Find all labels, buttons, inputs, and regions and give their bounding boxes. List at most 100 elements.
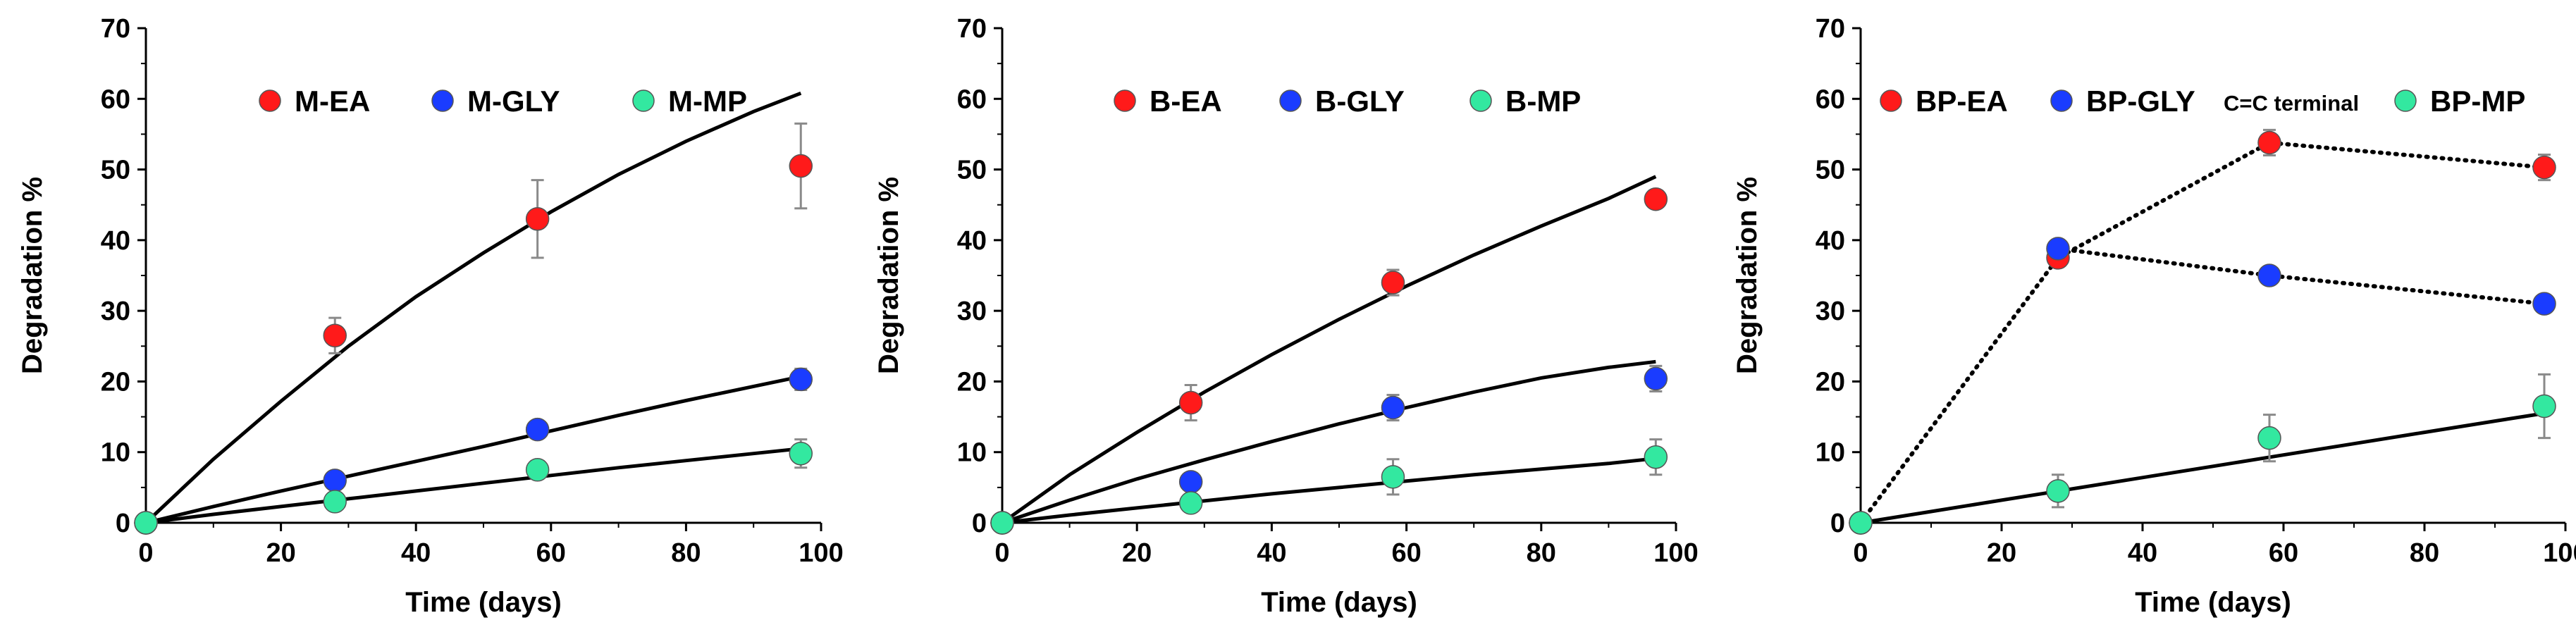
panel-bp-series: 0 10 20 30 40 50 60 70 0 20 40 60 80 100 Time (days) De… (1732, 14, 2576, 618)
x-tick-label: 20 (1987, 538, 2016, 568)
panel-m-series: 0 10 20 30 40 50 60 70 0 20 40 60 80 100 Time (days) De… (17, 14, 844, 618)
x-tick-label: 80 (2410, 538, 2439, 568)
y-tick-label: 50 (101, 156, 130, 185)
y-tick-label: 30 (957, 297, 987, 326)
fit-curve-2 (145, 447, 801, 525)
m-mp-point (323, 490, 347, 514)
x-axis-label: Time (days) (2135, 587, 2291, 618)
legend-label-b-gly: B-GLY (1315, 85, 1405, 118)
panel-b-series: 0 10 20 30 40 50 60 70 0 20 40 60 80 100 Time (days) De… (873, 14, 1699, 618)
y-tick-label: 50 (957, 156, 987, 185)
legend-marker-b-ea (1114, 89, 1136, 112)
bp-gly-point (2046, 237, 2070, 261)
x-tick-label: 40 (2128, 538, 2157, 568)
x-tick-label: 0 (138, 538, 153, 568)
b-gly-point (1644, 366, 1668, 391)
b-gly-point (1178, 470, 1203, 494)
y-tick-label: 20 (1816, 367, 1845, 397)
fit-curve-0 (144, 91, 802, 524)
b-mp-point (990, 511, 1014, 535)
legend-label-bp-mp: BP-MP (2430, 85, 2525, 118)
y-tick-label: 10 (957, 438, 987, 468)
y-tick-label: 20 (957, 367, 987, 397)
x-axis-label: Time (days) (405, 587, 562, 618)
b-ea-point (1178, 390, 1203, 415)
fit-curve-2 (1860, 411, 2545, 525)
m-mp-point (789, 441, 813, 466)
legend-label-m-gly: M-GLY (467, 85, 560, 118)
y-tick-label: 20 (101, 367, 130, 397)
legend-label-b-ea: B-EA (1150, 85, 1222, 118)
y-tick-label: 40 (1816, 226, 1845, 256)
y-tick-label: 60 (101, 85, 130, 114)
fit-curve-1 (145, 374, 801, 525)
y-tick-label: 30 (101, 297, 130, 326)
bp-gly-point (2257, 264, 2281, 287)
x-tick-label: 60 (1391, 538, 1421, 568)
fit-curve-1 (1002, 359, 1656, 525)
bp-mp-point (2532, 394, 2556, 419)
bp-ea-point (2257, 130, 2281, 155)
y-tick-label: 10 (101, 438, 130, 468)
m-gly-point (789, 367, 813, 392)
legend-marker-b-gly (1279, 89, 1302, 112)
x-tick-label: 100 (2543, 538, 2576, 568)
m-mp-point (134, 511, 158, 535)
legend-marker-bp-mp (2394, 89, 2417, 112)
x-tick-label: 80 (671, 538, 701, 568)
x-tick-label: 20 (1122, 538, 1152, 568)
y-tick-label: 70 (1816, 14, 1845, 44)
legend-label-m-mp: M-MP (668, 85, 747, 118)
legend-marker-bp-gly (2050, 89, 2073, 112)
x-axis-label: Time (days) (1261, 587, 1417, 618)
y-tick-label: 0 (972, 509, 987, 538)
x-tick-label: 100 (799, 538, 843, 568)
fit-curve-2 (1002, 457, 1656, 525)
b-ea-point (1381, 271, 1405, 295)
y-tick-label: 0 (116, 509, 130, 538)
bp-mp-point (2046, 479, 2070, 503)
legend-marker-m-gly (431, 89, 454, 112)
y-tick-label: 40 (957, 226, 987, 256)
y-axis-label: Degradation % (17, 177, 48, 374)
x-tick-label: 40 (1257, 538, 1286, 568)
y-tick-label: 70 (957, 14, 987, 44)
b-mp-point (1381, 465, 1405, 489)
x-tick-label: 40 (401, 538, 431, 568)
m-mp-point (525, 458, 550, 482)
b-mp-point (1644, 445, 1668, 469)
m-ea-point (323, 323, 347, 347)
y-tick-label: 60 (957, 85, 987, 114)
x-tick-label: 0 (994, 538, 1009, 568)
m-gly-point (525, 417, 550, 442)
legend-label-b-mp: B-MP (1505, 85, 1581, 118)
fit-curve-0 (1001, 175, 1657, 525)
legend-label-bp-gly: BP-GLY (2086, 85, 2195, 118)
bp-ea-point (2532, 155, 2556, 180)
legend-label-bp-ea: BP-EA (1916, 85, 2008, 118)
legend-marker-b-mp (1469, 89, 1492, 112)
m-ea-point (525, 207, 550, 231)
legend-label-m-ea: M-EA (295, 85, 370, 118)
y-tick-label: 40 (101, 226, 130, 256)
y-tick-label: 0 (1830, 509, 1845, 538)
y-tick-label: 50 (1816, 156, 1845, 185)
m-gly-point (323, 469, 347, 492)
y-tick-label: 10 (1816, 438, 1845, 468)
x-tick-label: 60 (536, 538, 566, 568)
y-axis-label: Degradation % (1732, 177, 1763, 374)
legend-annotation: C=C terminal (2224, 91, 2359, 116)
bp-mp-point (2257, 426, 2281, 450)
x-tick-label: 0 (1853, 538, 1868, 568)
y-tick-label: 70 (101, 14, 130, 44)
m-ea-point (789, 154, 813, 178)
b-mp-point (1178, 491, 1203, 515)
y-tick-label: 30 (1816, 297, 1845, 326)
x-tick-label: 60 (2269, 538, 2298, 568)
y-tick-label: 60 (1816, 85, 1845, 114)
legend-marker-bp-ea (1880, 89, 1902, 112)
legend-marker-m-ea (259, 89, 281, 112)
dotted-trend-line-0 (1859, 140, 2546, 525)
dotted-trend-line-1 (2056, 246, 2546, 306)
